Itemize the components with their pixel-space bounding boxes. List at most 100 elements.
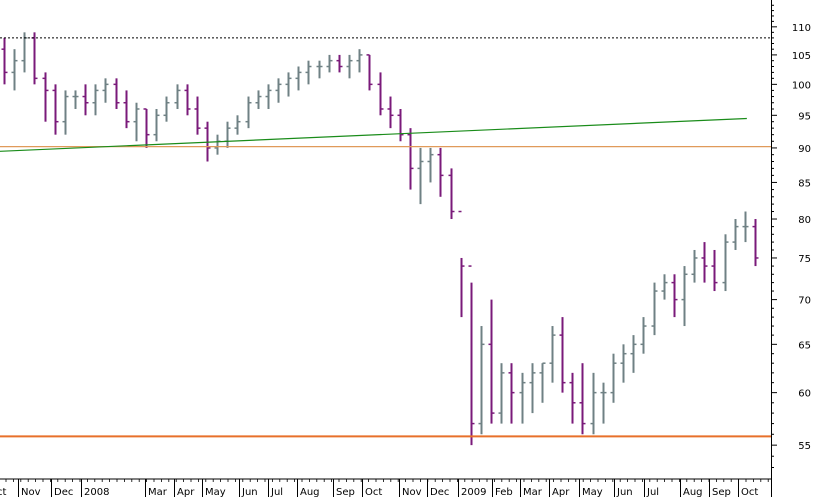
x-tick-label: 2009 — [461, 487, 486, 497]
ohlc-bar — [336, 54, 343, 73]
ohlc-bar — [579, 363, 586, 435]
ohlc-bar — [498, 363, 505, 424]
ohlc-bar — [305, 60, 312, 85]
ohlc-bar — [508, 363, 515, 424]
x-tick-label: Nov — [21, 487, 41, 497]
x-tick-label: May — [205, 487, 226, 497]
x-tick-label: Dec — [430, 487, 449, 497]
x-tick-label: Apr — [552, 487, 570, 497]
ohlc-bar — [11, 49, 18, 91]
y-tick-label: 85 — [798, 178, 811, 189]
x-tick-label: 2008 — [84, 487, 109, 497]
ohlc-bar — [742, 211, 749, 243]
ohlc-bar — [448, 168, 455, 220]
ohlc-bar — [113, 78, 120, 109]
x-tick-label: Sep — [336, 487, 355, 497]
ohlc-bar — [529, 363, 536, 414]
ohlc-bar — [691, 249, 698, 283]
ohlc-bar — [397, 108, 404, 142]
ohlc-bar — [275, 78, 282, 103]
ohlc-bar — [478, 326, 485, 435]
ohlc-bar — [82, 84, 89, 116]
ohlc-bars — [1, 32, 759, 446]
ohlc-bar — [711, 249, 718, 292]
ohlc-bar — [681, 266, 688, 327]
ohlc-bar — [366, 54, 373, 91]
x-tick-label: Mar — [523, 487, 543, 497]
ohlc-bar — [285, 72, 292, 97]
ohlc-bar — [143, 108, 150, 148]
ohlc-bar — [468, 265, 475, 446]
ohlc-bar — [174, 84, 181, 109]
y-tick-label: 70 — [798, 296, 811, 307]
ohlc-bar — [417, 147, 424, 205]
ohlc-bar — [630, 335, 637, 373]
x-tick-label: ct — [0, 487, 6, 497]
ohlc-bar — [184, 84, 191, 116]
ohlc-bar — [153, 108, 160, 142]
ohlc-bar — [539, 362, 546, 403]
ohlc-bar — [620, 344, 627, 383]
x-tick-label: Aug — [300, 487, 320, 497]
ohlc-bar — [346, 54, 353, 79]
ohlc-bar — [133, 102, 140, 142]
y-tick-label: 55 — [798, 441, 811, 452]
ohlc-bar — [316, 60, 323, 79]
y-tick-label: 90 — [798, 144, 811, 155]
x-tick-label: Jul — [270, 487, 283, 497]
ohlc-bar — [42, 72, 49, 122]
y-tick-label: 95 — [798, 111, 811, 122]
ohlc-bar — [437, 147, 444, 197]
ohlc-bar — [255, 90, 262, 109]
x-tick-label: Jun — [241, 487, 258, 497]
y-tick-label: 60 — [798, 389, 811, 400]
ohlc-bar — [610, 353, 617, 403]
y-tick-label: 65 — [798, 340, 811, 351]
ohlc-bar — [163, 96, 170, 122]
ohlc-bar — [407, 128, 414, 190]
ohlc-bar — [722, 234, 729, 292]
ohlc-bar — [549, 326, 556, 383]
x-tick-label: Oct — [741, 487, 758, 497]
ohlc-bar — [732, 219, 739, 250]
ohlc-bar — [356, 49, 363, 73]
y-tick-label: 105 — [792, 51, 811, 62]
trendline — [0, 117, 747, 152]
x-tick-label: Jun — [616, 487, 633, 497]
x-tick-label: Mar — [148, 487, 168, 497]
ohlc-bar — [640, 317, 647, 354]
x-tick-label: May — [582, 487, 603, 497]
y-tick-label: 100 — [792, 80, 811, 91]
x-tick-label: Feb — [495, 487, 513, 497]
ohlc-bar — [559, 317, 566, 393]
ohlc-bar — [92, 84, 99, 116]
overlay-lines — [0, 37, 771, 438]
ohlc-bar — [671, 274, 678, 318]
ohlc-bar — [62, 90, 69, 135]
x-tick-label: Nov — [402, 487, 422, 497]
ohlc-bar — [123, 90, 130, 129]
x-tick-label: Aug — [683, 487, 703, 497]
ohlc-bar — [600, 382, 607, 424]
ohlc-bar — [245, 96, 252, 129]
ohlc-bar — [519, 372, 526, 424]
ohlc-bar — [651, 282, 658, 336]
x-tick-label: Jul — [646, 487, 659, 497]
ohlc-bar — [377, 72, 384, 116]
x-tick-label: Apr — [177, 487, 195, 497]
ohlc-bar — [458, 210, 465, 318]
y-tick-label: 80 — [798, 215, 811, 226]
ohlc-bar — [387, 96, 394, 129]
ohlc-bar — [52, 84, 59, 135]
ohlc-bar — [427, 147, 434, 183]
x-axis: ct Nov Dec 2008 Mar Apr May Jun Jul Aug Sep Oct Nov D… — [0, 479, 769, 497]
ohlc-bar — [488, 299, 495, 424]
y-tick-label: 110 — [792, 23, 811, 34]
ohlc-bar — [234, 115, 241, 135]
ohlc-bar — [752, 219, 759, 267]
ohlc-bar — [569, 372, 576, 424]
ohlc-bar — [661, 274, 668, 300]
